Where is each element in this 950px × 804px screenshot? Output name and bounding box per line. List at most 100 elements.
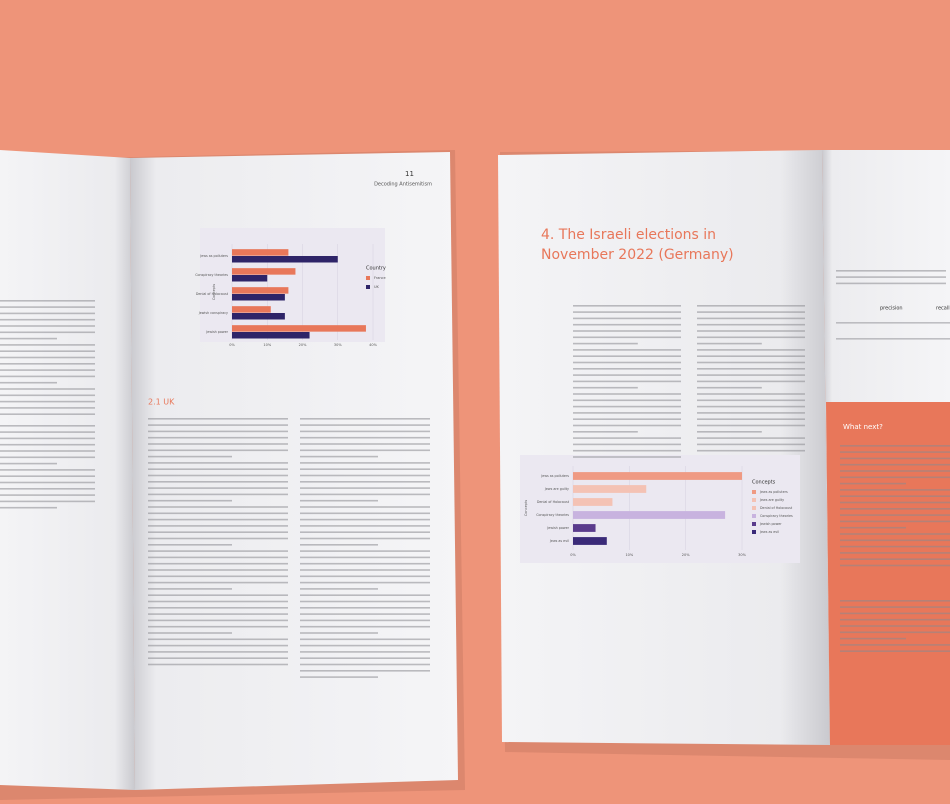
text-line (0, 394, 95, 397)
text-line (300, 468, 430, 470)
text-line (148, 588, 232, 590)
bar (573, 524, 596, 532)
text-line (697, 431, 762, 433)
text-line (0, 437, 95, 440)
text-line (840, 495, 950, 497)
legend-label: Denial of Holocaust (760, 506, 793, 510)
text-line (300, 569, 430, 571)
text-line (697, 342, 762, 345)
text-line (300, 506, 430, 508)
text-line (573, 368, 681, 370)
chapter-heading: November 2022 (Germany) (541, 247, 734, 263)
text-line (573, 380, 681, 383)
bar (232, 268, 296, 275)
text-line (573, 361, 681, 364)
bar (232, 256, 338, 263)
text-line (0, 375, 95, 378)
legend-swatch (366, 276, 370, 280)
text-line (697, 399, 805, 402)
y-axis-label: Concepts (212, 284, 216, 300)
text-line (573, 418, 681, 420)
text-line (840, 618, 950, 621)
text-line (300, 657, 430, 659)
text-line (0, 481, 95, 484)
text-line (300, 670, 430, 672)
text-line (573, 412, 681, 414)
chapter-heading: 4. The Israeli elections in (541, 227, 716, 243)
text-line (300, 499, 378, 502)
text-line (840, 520, 950, 523)
text-line (0, 312, 95, 315)
text-line (300, 455, 378, 458)
text-line (697, 412, 805, 414)
bar (232, 287, 289, 294)
text-line (0, 318, 95, 321)
text-line (840, 545, 950, 548)
text-line (697, 437, 805, 439)
text-line (840, 508, 950, 510)
text-line (148, 632, 232, 634)
text-line (300, 544, 378, 546)
legend-swatch (752, 522, 756, 526)
text-line (148, 418, 288, 420)
x-tick-label: 30% (738, 553, 746, 557)
legend-label: France (374, 276, 386, 280)
legend-swatch (752, 490, 756, 494)
text-line (573, 305, 681, 307)
text-line (697, 305, 805, 307)
text-line (840, 552, 950, 554)
y-tick-label: Jewish conspiracy (198, 311, 228, 315)
text-line (840, 489, 950, 491)
section-heading: What next? (843, 423, 883, 431)
text-line (840, 476, 950, 479)
text-line (573, 431, 638, 433)
text-line (697, 386, 762, 389)
text-line (0, 443, 95, 446)
text-line (148, 443, 288, 445)
text-line (300, 462, 430, 464)
text-line (0, 413, 95, 415)
paper-page (498, 150, 830, 745)
bar (232, 306, 271, 313)
text-line (148, 575, 288, 578)
text-line (697, 368, 805, 370)
text-line (0, 369, 95, 371)
text-line (697, 449, 805, 452)
text-line (573, 399, 681, 402)
text-line (697, 317, 805, 320)
text-line (148, 512, 288, 515)
text-line (300, 430, 430, 433)
x-tick-label: 20% (299, 343, 307, 347)
text-line (697, 374, 805, 376)
y-tick-label: Denial of Holocaust (196, 292, 229, 296)
text-line (573, 323, 681, 326)
text-line (0, 506, 57, 509)
text-line (0, 469, 95, 471)
running-head: Decoding Antisemitism (374, 182, 432, 188)
text-line (300, 531, 430, 533)
text-line (0, 488, 95, 490)
text-line (573, 336, 681, 339)
bar (573, 511, 726, 519)
text-line (148, 550, 288, 552)
text-line (836, 270, 946, 272)
y-tick-label: Jews as evil (549, 539, 569, 543)
text-line (300, 632, 378, 634)
text-line (0, 431, 95, 433)
text-line (0, 388, 95, 390)
text-line (300, 537, 430, 540)
text-line (0, 462, 57, 465)
text-line (148, 474, 288, 477)
text-line (300, 581, 430, 584)
text-line (300, 600, 430, 603)
text-line (0, 363, 95, 365)
legend-swatch (752, 514, 756, 518)
text-line (573, 405, 681, 408)
text-line (300, 474, 430, 477)
page-number: 11 (405, 170, 414, 178)
text-line (840, 625, 950, 627)
text-line (148, 487, 288, 489)
legend-swatch (752, 498, 756, 502)
text-line (697, 330, 805, 332)
